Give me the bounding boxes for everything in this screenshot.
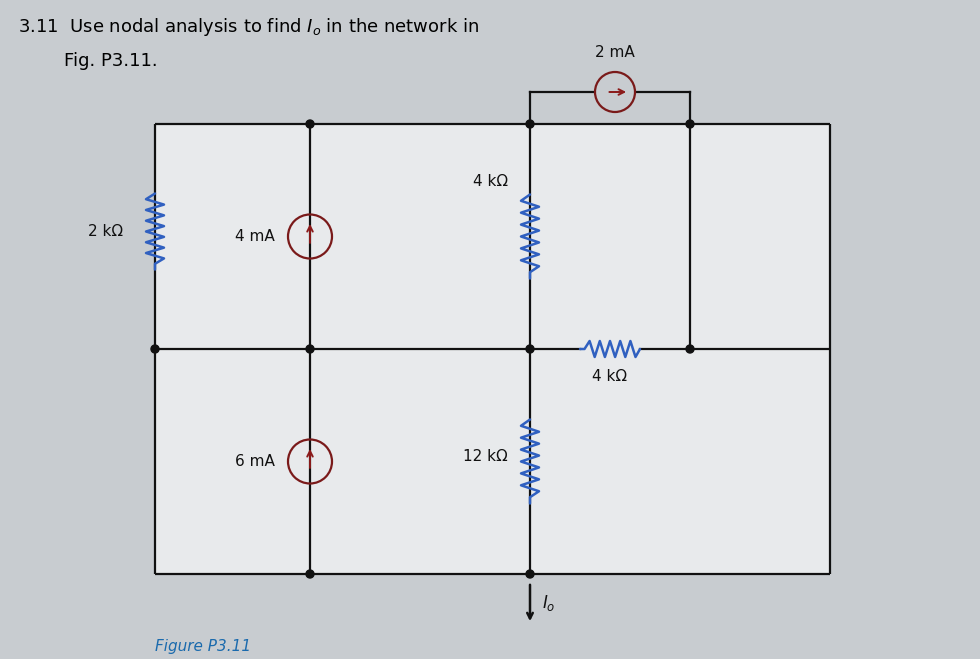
Circle shape — [526, 345, 534, 353]
Text: 4 kΩ: 4 kΩ — [593, 369, 627, 384]
Text: Figure P3.11: Figure P3.11 — [155, 639, 251, 654]
Circle shape — [526, 120, 534, 128]
Text: $I_o$: $I_o$ — [542, 593, 556, 613]
Circle shape — [686, 345, 694, 353]
Text: 6 mA: 6 mA — [235, 454, 275, 469]
Text: 2 kΩ: 2 kΩ — [88, 224, 123, 239]
Circle shape — [686, 120, 694, 128]
Circle shape — [526, 570, 534, 578]
Text: 3.11  Use nodal analysis to find $I_o$ in the network in: 3.11 Use nodal analysis to find $I_o$ in… — [18, 16, 479, 38]
FancyBboxPatch shape — [155, 124, 830, 574]
Circle shape — [151, 345, 159, 353]
Text: 12 kΩ: 12 kΩ — [464, 449, 508, 464]
Text: Fig. P3.11.: Fig. P3.11. — [18, 52, 158, 70]
Circle shape — [306, 120, 314, 128]
Text: 2 mA: 2 mA — [595, 45, 635, 60]
Text: 4 mA: 4 mA — [235, 229, 275, 244]
Circle shape — [306, 345, 314, 353]
Text: 4 kΩ: 4 kΩ — [473, 174, 508, 189]
Circle shape — [306, 570, 314, 578]
